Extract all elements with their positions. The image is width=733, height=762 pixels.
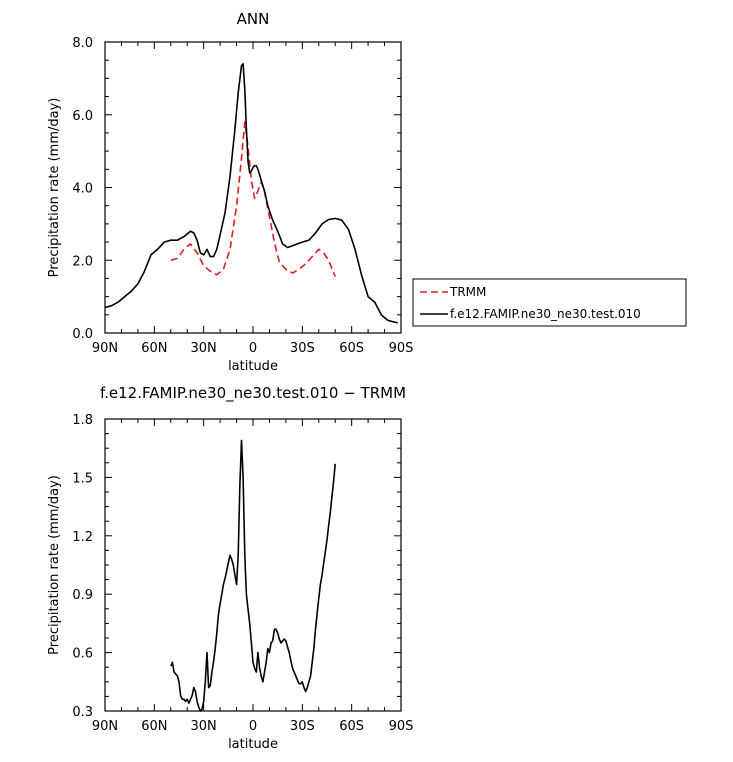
series-line-f-e12-famip-ne30-ne30-test-010 — [104, 63, 398, 324]
series-line-trmm — [170, 121, 336, 277]
y-tick-label: 4.0 — [72, 182, 93, 197]
plot-frame — [104, 418, 402, 712]
chart-title: f.e12.FAMIP.ne30_ne30.test.010 − TRMM — [100, 384, 406, 403]
x-tick-label: 0 — [249, 341, 257, 356]
y-axis-label: Precipitation rate (mm/day) — [47, 475, 62, 655]
series-line-difference — [170, 439, 336, 712]
y-tick-label: 1.8 — [72, 413, 93, 428]
y-tick-label: 6.0 — [72, 109, 93, 124]
x-tick-label: 30N — [191, 719, 217, 734]
y-tick-label: 0.3 — [72, 705, 93, 720]
x-axis-label: latitude — [228, 737, 278, 752]
x-tick-label: 90N — [92, 341, 118, 356]
chart-title: ANN — [237, 10, 270, 28]
x-axis-label: latitude — [228, 359, 278, 374]
legend-entry: TRMM — [449, 285, 486, 299]
legend-entry: f.e12.FAMIP.ne30_ne30.test.010 — [450, 307, 641, 321]
x-tick-label: 30N — [191, 341, 217, 356]
y-tick-label: 0.9 — [72, 588, 93, 603]
x-tick-label: 30S — [290, 719, 315, 734]
y-axis-label: Precipitation rate (mm/day) — [47, 98, 62, 278]
x-tick-label: 60N — [141, 719, 167, 734]
x-tick-label: 90S — [389, 341, 414, 356]
x-tick-label: 90N — [92, 719, 118, 734]
legend-box — [412, 278, 687, 327]
y-tick-label: 0.6 — [72, 647, 93, 662]
x-tick-label: 0 — [249, 719, 257, 734]
x-tick-label: 90S — [389, 719, 414, 734]
panel-1: ANN 90N 60N 30N 0 30S 60S 90S 0.0 2.0 4.0 6.0 8.0 lat… — [47, 10, 413, 374]
y-tick-label: 8.0 — [72, 36, 93, 51]
y-tick-label: 1.2 — [72, 530, 93, 545]
y-tick-label: 2.0 — [72, 254, 93, 269]
x-tick-label: 60S — [339, 719, 364, 734]
x-tick-label: 60N — [141, 341, 167, 356]
y-tick-label: 1.5 — [72, 471, 93, 486]
x-tick-label: 30S — [290, 341, 315, 356]
legend: TRMM f.e12.FAMIP.ne30_ne30.test.010 — [412, 278, 687, 327]
x-tick-label: 60S — [339, 341, 364, 356]
y-tick-label: 0.0 — [72, 327, 93, 342]
panel-2: f.e12.FAMIP.ne30_ne30.test.010 − TRMM 90N… — [47, 384, 413, 752]
